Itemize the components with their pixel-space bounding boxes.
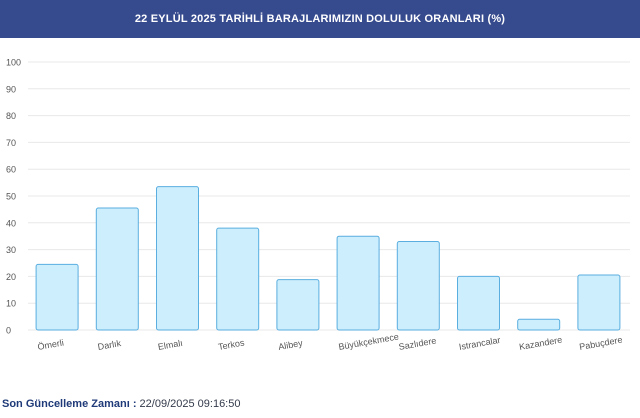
y-tick-label: 0: [6, 326, 11, 336]
chart-title: 22 EYLÜL 2025 TARİHLİ BARAJLARIMIZIN DOL…: [134, 13, 506, 25]
bar: [396, 241, 440, 331]
y-tick-label: 10: [6, 299, 16, 309]
y-tick-label: 70: [6, 138, 16, 148]
bar: [95, 207, 139, 331]
bar: [457, 275, 500, 331]
y-tick-label: 80: [6, 111, 16, 121]
bar: [336, 235, 380, 331]
x-tick-label: Kazandere: [518, 335, 563, 352]
x-tick-label: Sazlıdere: [398, 336, 437, 352]
last-update: Son Güncelleme Zamanı : 22/09/2025 09:16…: [2, 398, 240, 410]
y-tick-label: 60: [6, 165, 16, 175]
x-tick-label: Elmalı: [157, 338, 183, 352]
x-tick-label: Ömerli: [37, 338, 65, 352]
bar: [517, 318, 561, 331]
x-tick-label: Istrancalar: [458, 335, 501, 352]
x-tick-label: Darlık: [97, 338, 122, 352]
x-tick-label: Pabuçdere: [579, 335, 624, 352]
last-update-value: 22/09/2025 09:16:50: [139, 398, 241, 410]
last-update-label: Son Güncelleme Zamanı :: [2, 398, 140, 410]
bar-chart: 0 10 20 30 40 50 60 70 80 90 100 Ömerli Darlık Elmalı…: [6, 58, 630, 352]
x-tick-label: Büyükçekmece: [338, 332, 400, 352]
bar: [216, 227, 260, 331]
chart-header: 22 EYLÜL 2025 TARİHLİ BARAJLARIMIZIN DOL…: [0, 0, 640, 38]
y-tick-label: 100: [6, 58, 21, 68]
y-tick-label: 20: [6, 272, 16, 282]
bar: [35, 263, 79, 331]
y-tick-label: 30: [6, 245, 16, 255]
y-tick-label: 90: [6, 84, 16, 94]
bar: [577, 274, 621, 331]
y-tick-label: 50: [6, 192, 16, 202]
bar: [276, 279, 320, 331]
x-tick-label: Alibey: [278, 338, 304, 352]
x-tick-label: Terkos: [217, 337, 245, 352]
bar: [156, 186, 199, 331]
y-tick-label: 40: [6, 218, 16, 228]
